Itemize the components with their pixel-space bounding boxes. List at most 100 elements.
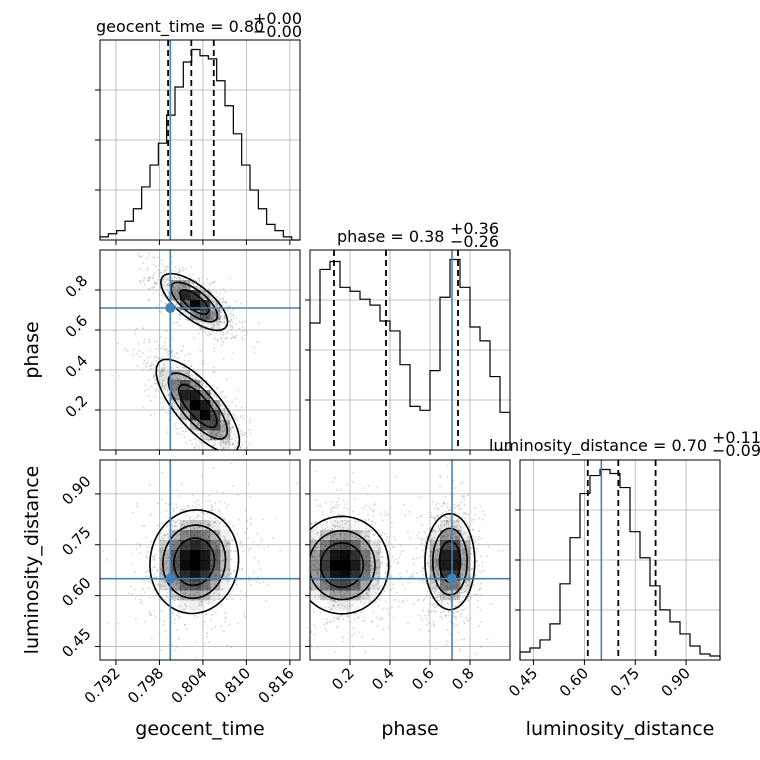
sample-point <box>235 417 238 420</box>
sample-point <box>454 625 456 627</box>
sample-point <box>435 647 437 650</box>
sample-point <box>163 345 166 348</box>
sample-point <box>195 280 197 282</box>
sample-point <box>175 629 178 631</box>
sample-point <box>164 281 166 283</box>
sample-point <box>135 547 138 550</box>
density-cell <box>340 520 351 531</box>
sample-point <box>164 366 167 369</box>
sample-point <box>237 441 239 444</box>
sample-point <box>199 287 201 290</box>
sample-point <box>463 495 466 498</box>
sample-point <box>176 388 179 391</box>
sample-point <box>226 331 229 334</box>
sample-point <box>364 527 367 530</box>
sample-point <box>424 539 427 541</box>
title-main-luminosity-distance: luminosity_distance = 0.70 <box>489 436 707 456</box>
title-sub-luminosity-distance: −0.09 <box>712 441 760 460</box>
sample-point <box>192 284 195 286</box>
sample-point <box>436 515 439 517</box>
sample-point <box>182 284 184 287</box>
sample-point <box>225 506 228 509</box>
sample-point <box>210 489 213 491</box>
sample-point <box>445 510 447 513</box>
sample-point <box>327 515 330 518</box>
sample-point <box>195 438 197 441</box>
sample-point <box>171 643 174 646</box>
sample-point <box>205 386 207 389</box>
density-cell <box>190 400 201 411</box>
sample-point <box>474 514 476 516</box>
xlabel-phase: phase <box>381 718 438 740</box>
sample-point <box>175 295 177 298</box>
sample-point <box>211 310 214 313</box>
histogram-panel-phase <box>305 249 511 455</box>
sample-point <box>154 282 157 285</box>
sample-point <box>408 510 411 513</box>
sample-point <box>230 324 232 327</box>
sample-point <box>418 531 421 534</box>
sample-point <box>184 355 187 357</box>
panel-title-luminosity-distance: luminosity_distance = 0.70 <box>489 436 707 456</box>
sample-point <box>198 440 201 442</box>
sample-point <box>352 627 355 630</box>
sample-point <box>371 529 374 532</box>
sample-point <box>235 323 237 326</box>
sample-point <box>173 286 176 288</box>
sample-point <box>161 384 164 387</box>
sample-point <box>223 321 226 323</box>
sample-point <box>183 280 186 283</box>
sample-point <box>235 436 237 439</box>
sample-point <box>208 431 211 434</box>
sample-point <box>203 512 205 515</box>
sample-point <box>198 277 201 280</box>
sample-point <box>228 444 231 446</box>
sample-point <box>153 272 156 274</box>
sample-point <box>353 632 356 635</box>
sample-point <box>199 350 202 352</box>
sample-point <box>231 333 233 335</box>
sample-point <box>161 498 163 501</box>
sample-point <box>501 549 504 552</box>
sample-point <box>177 321 179 324</box>
sample-point <box>215 434 218 436</box>
sample-point <box>239 447 242 449</box>
sample-point <box>160 271 163 273</box>
sample-point <box>137 253 140 255</box>
sample-point <box>422 599 425 602</box>
sample-point <box>227 440 230 443</box>
sample-point <box>373 534 375 536</box>
sample-point <box>222 390 225 393</box>
sample-point <box>445 643 448 646</box>
sample-point <box>380 534 383 537</box>
sample-point <box>230 320 232 322</box>
sample-point <box>173 291 176 294</box>
sample-point <box>372 638 374 641</box>
sample-point <box>383 590 386 593</box>
sample-point <box>176 377 179 380</box>
density-cell <box>170 370 181 381</box>
sample-point <box>184 418 187 420</box>
sample-point <box>449 620 452 623</box>
sample-point <box>142 262 144 265</box>
sample-point <box>186 372 189 375</box>
sample-point <box>176 287 179 290</box>
sample-point <box>174 382 177 385</box>
sample-point <box>467 619 469 622</box>
sample-point <box>195 286 198 288</box>
sample-point <box>213 347 216 350</box>
sample-point <box>437 502 439 505</box>
sample-point <box>255 580 258 583</box>
panel-frame <box>99 249 301 451</box>
sample-point <box>233 550 236 552</box>
sample-point <box>231 443 234 446</box>
sample-point <box>483 514 486 516</box>
sample-point <box>225 441 228 444</box>
sample-point <box>143 524 146 527</box>
sample-point <box>191 376 194 379</box>
sample-point <box>473 584 476 586</box>
sample-point <box>421 549 424 552</box>
sample-point <box>203 620 206 623</box>
sample-point <box>178 397 181 400</box>
sample-point <box>392 616 395 619</box>
